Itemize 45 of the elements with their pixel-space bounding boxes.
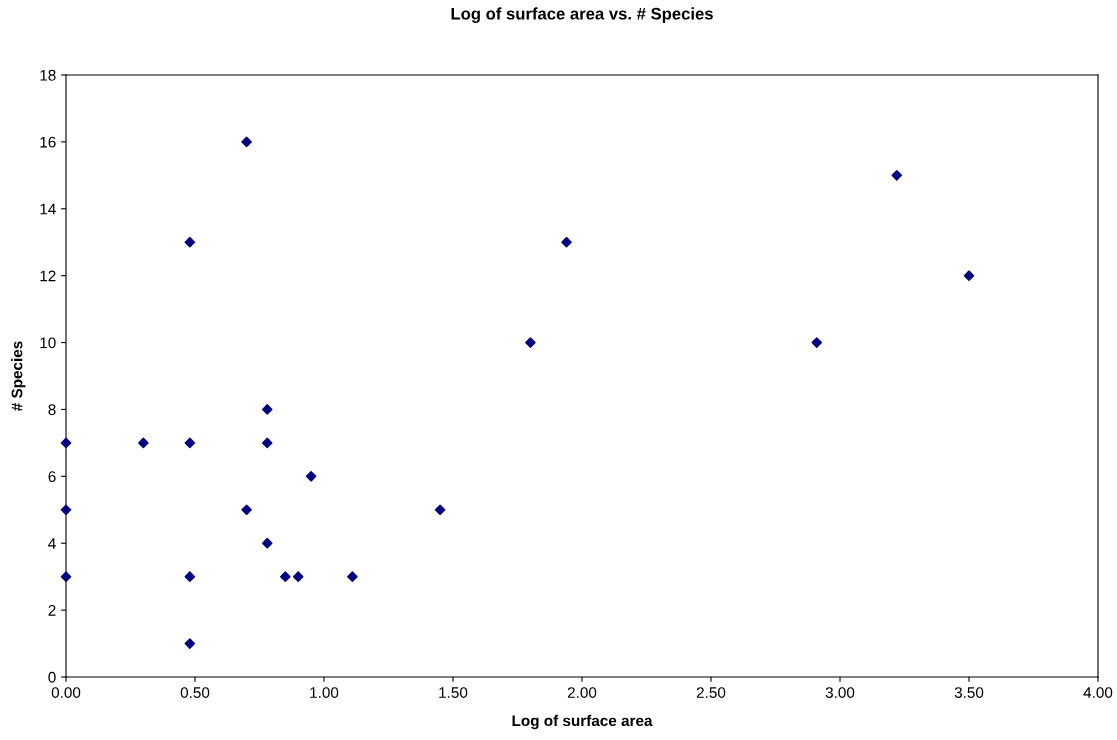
- x-axis-title: Log of surface area: [512, 714, 653, 730]
- y-axis-title: # Species: [11, 341, 26, 411]
- x-tick-label: 3.50: [954, 687, 984, 698]
- x-tick-label: 0.00: [51, 687, 81, 698]
- point: [184, 638, 196, 649]
- y-tick-label: 18: [40, 69, 56, 81]
- point: [292, 571, 304, 582]
- y-tick-label: 16: [40, 136, 56, 148]
- y-tick-label: 0: [48, 671, 56, 683]
- x-tick-label: 3.00: [825, 687, 855, 698]
- point: [184, 236, 196, 248]
- y-tick-label: 6: [48, 471, 56, 483]
- x-tick-label: 4.00: [1083, 687, 1113, 698]
- point: [184, 571, 196, 582]
- point: [60, 437, 72, 449]
- point: [138, 437, 149, 449]
- y-tick-label: 10: [40, 337, 56, 349]
- point: [347, 571, 358, 582]
- point: [279, 571, 291, 582]
- x-tick-label: 2.50: [696, 687, 726, 698]
- x-tick-label: 2.00: [567, 687, 597, 698]
- y-tick-label: 8: [48, 404, 56, 416]
- point: [525, 337, 536, 348]
- point: [811, 337, 823, 348]
- y-tick-label: 2: [48, 604, 56, 616]
- point: [305, 471, 317, 482]
- point: [60, 571, 72, 582]
- chart-title: Log of surface area vs. # Species: [451, 7, 713, 23]
- point: [261, 404, 273, 415]
- point: [891, 170, 903, 181]
- point: [434, 504, 446, 516]
- point: [261, 437, 273, 449]
- point: [963, 270, 975, 281]
- x-tick-label: 1.00: [310, 687, 339, 698]
- point: [561, 236, 572, 248]
- point: [241, 136, 252, 148]
- point: [60, 504, 72, 516]
- point: [261, 537, 273, 549]
- y-tick-label: 14: [40, 203, 56, 215]
- y-tick-label: 12: [40, 270, 56, 282]
- point: [184, 437, 196, 449]
- point: [241, 504, 252, 516]
- x-tick-label: 0.50: [180, 687, 210, 698]
- x-tick-label: 1.50: [439, 687, 468, 698]
- y-tick-label: 4: [48, 538, 56, 549]
